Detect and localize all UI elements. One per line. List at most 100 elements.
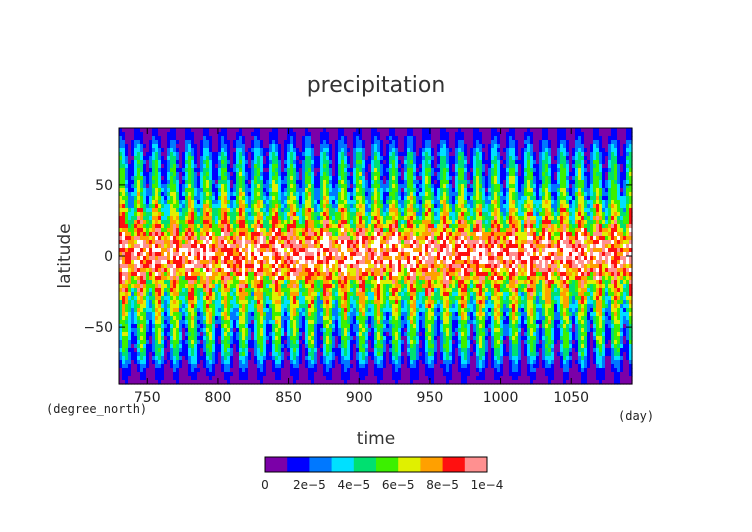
heatmap-cell xyxy=(377,164,381,169)
heatmap-cell xyxy=(461,132,465,137)
heatmap-cell xyxy=(272,200,276,205)
heatmap-cell xyxy=(539,180,543,185)
heatmap-cell xyxy=(479,156,483,161)
heatmap-cell xyxy=(221,144,225,149)
heatmap-cell xyxy=(533,228,537,233)
heatmap-cell xyxy=(308,156,312,161)
heatmap-cell xyxy=(359,180,363,185)
heatmap-cell xyxy=(338,168,342,173)
heatmap-cell xyxy=(326,240,330,245)
heatmap-cell xyxy=(140,236,144,241)
heatmap-cell xyxy=(362,216,366,221)
heatmap-cell xyxy=(602,200,606,205)
heatmap-cell xyxy=(461,224,465,229)
heatmap-cell xyxy=(146,196,150,201)
heatmap-cell xyxy=(173,228,177,233)
heatmap-cell xyxy=(623,168,627,173)
heatmap-cell xyxy=(293,180,297,185)
heatmap-cell xyxy=(260,148,264,153)
heatmap-cell xyxy=(470,204,474,209)
heatmap-cell xyxy=(374,196,378,201)
heatmap-cell xyxy=(296,144,300,149)
heatmap-cell xyxy=(416,188,420,193)
heatmap-cell xyxy=(377,200,381,205)
heatmap-cell xyxy=(236,144,240,149)
heatmap-cell xyxy=(317,156,321,161)
heatmap-cell xyxy=(320,200,324,205)
heatmap-cell xyxy=(185,220,189,225)
heatmap-cell xyxy=(392,204,396,209)
heatmap-cell xyxy=(596,212,600,217)
heatmap-cell xyxy=(140,192,144,197)
heatmap-cell xyxy=(350,220,354,225)
heatmap-cell xyxy=(335,208,339,213)
heatmap-cell xyxy=(167,236,171,241)
heatmap-cell xyxy=(434,176,438,181)
heatmap-cell xyxy=(233,224,237,229)
heatmap-cell xyxy=(419,224,423,229)
heatmap-cell xyxy=(470,148,474,153)
heatmap-cell xyxy=(512,136,516,141)
heatmap-cell xyxy=(398,212,402,217)
heatmap-cell xyxy=(155,192,159,197)
heatmap-cell xyxy=(530,216,534,221)
heatmap-cell xyxy=(260,232,264,237)
heatmap-cell xyxy=(332,148,336,153)
heatmap-cell xyxy=(299,236,303,241)
heatmap-cell xyxy=(245,220,249,225)
heatmap-cell xyxy=(302,176,306,181)
heatmap-cell xyxy=(623,232,627,237)
heatmap-cell xyxy=(140,136,144,141)
heatmap-cell xyxy=(305,200,309,205)
heatmap-cell xyxy=(218,232,222,237)
heatmap-cell xyxy=(218,220,222,225)
heatmap-cell xyxy=(383,236,387,241)
heatmap-cell xyxy=(260,132,264,137)
heatmap-cell xyxy=(248,216,252,221)
heatmap-cell xyxy=(206,180,210,185)
heatmap-cell xyxy=(584,188,588,193)
heatmap-cell xyxy=(284,184,288,189)
heatmap-cell xyxy=(512,232,516,237)
heatmap-cell xyxy=(161,160,165,165)
heatmap-cell xyxy=(431,184,435,189)
heatmap-cell xyxy=(212,212,216,217)
heatmap-cell xyxy=(401,144,405,149)
heatmap-cell xyxy=(593,160,597,165)
heatmap-cell xyxy=(440,176,444,181)
heatmap-cell xyxy=(293,144,297,149)
heatmap-cell xyxy=(407,172,411,177)
heatmap-cell xyxy=(467,224,471,229)
heatmap-cell xyxy=(617,204,621,209)
heatmap-cell xyxy=(155,216,159,221)
heatmap-cell xyxy=(452,220,456,225)
heatmap-cell xyxy=(338,220,342,225)
heatmap-cell xyxy=(455,240,459,245)
heatmap-cell xyxy=(434,140,438,145)
heatmap-cell xyxy=(599,216,603,221)
heatmap-cell xyxy=(140,204,144,209)
heatmap-cell xyxy=(539,228,543,233)
heatmap-cell xyxy=(188,160,192,165)
heatmap-cell xyxy=(422,148,426,153)
heatmap-cell xyxy=(404,168,408,173)
heatmap-cell xyxy=(362,180,366,185)
heatmap-cell xyxy=(392,220,396,225)
heatmap-cell xyxy=(290,196,294,201)
heatmap-cell xyxy=(350,240,354,245)
heatmap-cell xyxy=(158,148,162,153)
heatmap-cell xyxy=(590,232,594,237)
heatmap-cell xyxy=(188,232,192,237)
heatmap-cell xyxy=(287,204,291,209)
heatmap-cell xyxy=(245,224,249,229)
heatmap-cell xyxy=(611,220,615,225)
heatmap-cell xyxy=(338,204,342,209)
heatmap-cell xyxy=(536,148,540,153)
heatmap-cell xyxy=(227,204,231,209)
heatmap-cell xyxy=(281,188,285,193)
heatmap-cell xyxy=(482,180,486,185)
heatmap-cell xyxy=(455,212,459,217)
heatmap-cell xyxy=(548,192,552,197)
heatmap-cell xyxy=(140,216,144,221)
heatmap-cell xyxy=(467,184,471,189)
